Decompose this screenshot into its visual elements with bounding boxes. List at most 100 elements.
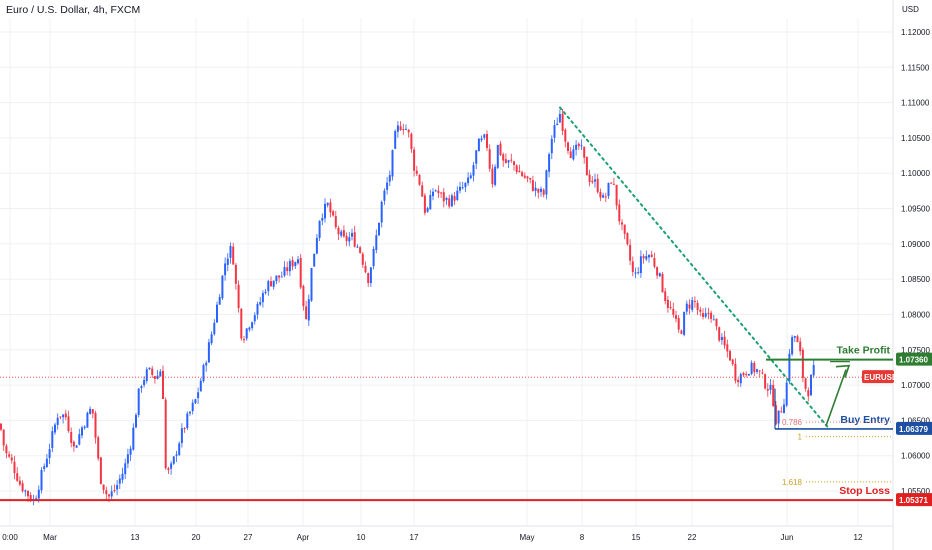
candle xyxy=(758,370,761,378)
candle xyxy=(477,138,480,152)
candle xyxy=(583,146,586,164)
candle-body xyxy=(756,369,758,372)
candle-body xyxy=(91,409,94,414)
candle-body xyxy=(634,272,637,274)
candle xyxy=(599,188,602,202)
candle-body xyxy=(8,454,11,457)
candle-body xyxy=(780,411,783,413)
fib-level-label: 1 xyxy=(798,433,803,442)
candle-body xyxy=(62,414,65,418)
candle-body xyxy=(410,133,413,149)
candle-body xyxy=(440,192,443,194)
x-tick-label: 0:00 xyxy=(2,533,18,542)
candle-body xyxy=(137,388,140,415)
x-tick-label: Apr xyxy=(297,533,310,542)
candle-body xyxy=(596,178,599,193)
candle-body xyxy=(5,445,8,454)
candle-body xyxy=(386,182,389,190)
candle xyxy=(283,261,286,278)
candle-body xyxy=(305,306,308,320)
y-tick-label: 1.06000 xyxy=(901,452,930,461)
candle xyxy=(207,338,210,363)
candle xyxy=(426,206,429,213)
candle-body xyxy=(378,222,380,236)
candle-body xyxy=(772,384,775,406)
candle-body xyxy=(607,182,610,196)
candle xyxy=(124,458,127,480)
candle xyxy=(356,244,359,248)
candle xyxy=(486,130,488,152)
candle xyxy=(151,365,154,379)
candle-body xyxy=(496,144,499,168)
candle xyxy=(675,310,677,323)
y-tick-label: 1.10500 xyxy=(901,134,930,143)
x-tick-label: May xyxy=(519,533,534,542)
candle xyxy=(313,253,316,267)
candle-body xyxy=(494,166,497,185)
buy-entry-price-tag-text: 1.06379 xyxy=(899,425,928,434)
candle xyxy=(156,369,159,380)
candle xyxy=(2,429,5,452)
candle xyxy=(548,152,551,178)
candle xyxy=(267,279,270,296)
candle-body xyxy=(391,150,394,177)
candle-body xyxy=(199,380,202,392)
candle xyxy=(445,196,448,205)
stop-loss-label: Stop Loss xyxy=(839,485,890,497)
candle-body xyxy=(162,370,164,399)
candle-body xyxy=(548,154,551,172)
candle-body xyxy=(448,198,451,207)
candle-body xyxy=(167,468,170,471)
candle xyxy=(51,426,54,453)
candle-body xyxy=(658,273,661,277)
candle-body xyxy=(45,458,48,468)
candle-body xyxy=(326,203,329,206)
candle-body xyxy=(245,328,248,339)
candle xyxy=(172,455,175,466)
candle xyxy=(707,307,710,320)
candle-body xyxy=(429,195,432,210)
candle xyxy=(696,300,699,315)
grid-layer xyxy=(0,18,893,526)
candle-body xyxy=(529,177,532,180)
candle-body xyxy=(521,172,524,177)
candle xyxy=(197,387,200,404)
candle xyxy=(769,379,772,395)
candle xyxy=(507,159,510,169)
candle-body xyxy=(434,190,437,192)
candle xyxy=(723,330,726,350)
candle-body xyxy=(688,304,691,309)
take-profit-price-tag: 1.07360 xyxy=(896,352,932,366)
candle-body xyxy=(132,427,135,450)
candle-body xyxy=(213,322,216,335)
candle xyxy=(24,489,27,497)
candle-body xyxy=(432,191,434,197)
candle xyxy=(561,108,564,136)
y-tick-label: 1.09500 xyxy=(901,205,930,214)
candle-body xyxy=(216,304,218,323)
candle xyxy=(132,423,135,451)
candle xyxy=(321,213,324,226)
candle xyxy=(440,191,443,199)
candle-body xyxy=(710,312,713,319)
candle xyxy=(761,368,764,375)
candle xyxy=(653,252,656,269)
candle xyxy=(710,310,713,323)
candle xyxy=(78,428,81,446)
candle xyxy=(145,367,148,384)
candle xyxy=(102,484,105,494)
candle xyxy=(461,181,464,190)
candle xyxy=(394,129,397,150)
x-tick-label: 15 xyxy=(632,533,641,542)
candle-body xyxy=(693,300,696,302)
candle xyxy=(199,377,202,392)
candle xyxy=(801,347,804,383)
candle-body xyxy=(399,126,402,131)
candle-body xyxy=(464,182,467,188)
candle xyxy=(523,172,526,179)
candle-body xyxy=(653,258,656,267)
candle-body xyxy=(753,362,756,373)
candle-body xyxy=(353,232,356,247)
